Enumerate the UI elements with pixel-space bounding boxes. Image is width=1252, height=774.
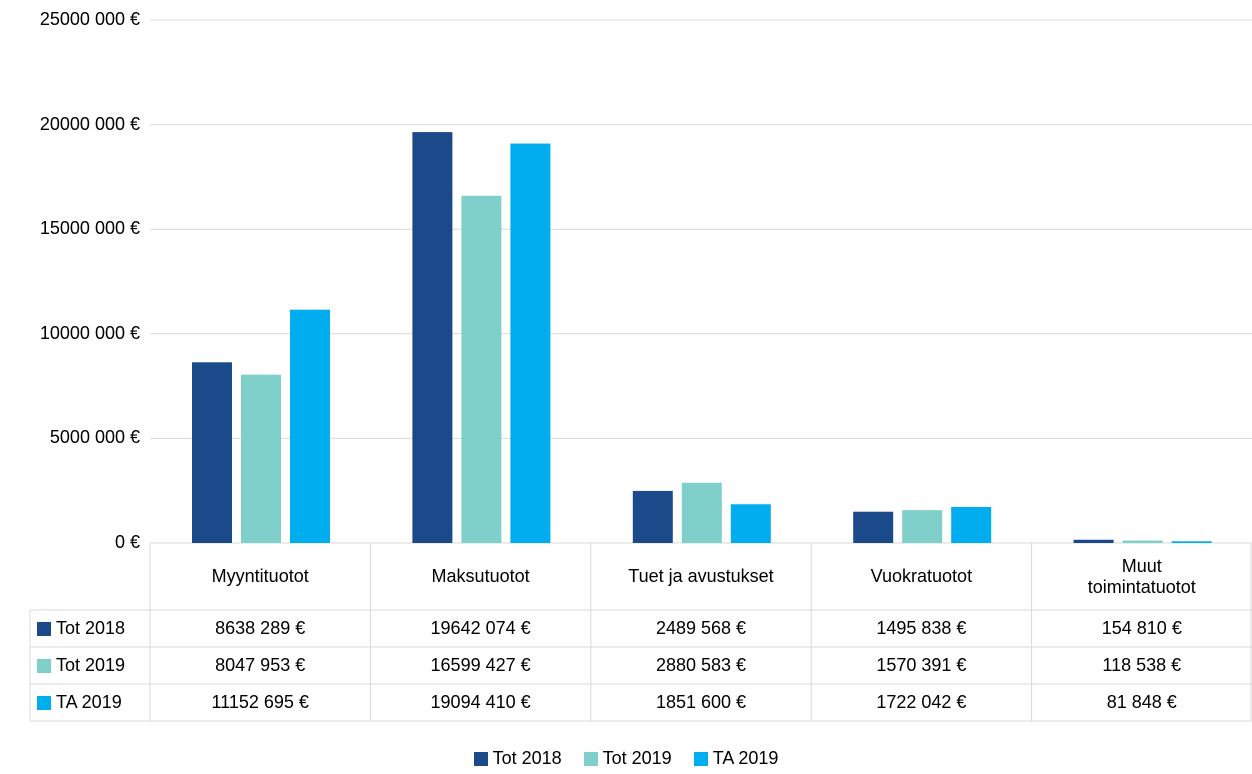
series-name: Tot 2018 <box>56 618 126 638</box>
data-label: 16599 427 € <box>430 655 531 675</box>
legend-label: Tot 2019 <box>602 748 672 768</box>
bar <box>192 362 232 543</box>
legend-label: TA 2019 <box>712 748 779 768</box>
bar <box>902 510 943 543</box>
bar <box>290 309 330 543</box>
legend-swatch <box>37 621 51 636</box>
bar <box>1171 541 1212 543</box>
bar <box>1122 540 1163 543</box>
legend-item: Tot 2018 <box>473 748 562 769</box>
data-label: 11152 695 € <box>211 692 309 712</box>
data-label: 154 810 € <box>1101 618 1182 638</box>
category-label: Myyntituotot <box>211 566 309 586</box>
legend-label: Tot 2018 <box>492 748 562 768</box>
series-name: TA 2019 <box>56 692 122 712</box>
y-tick-label: 0 € <box>114 532 140 552</box>
data-label: 19094 410 € <box>430 692 531 712</box>
table-row-header: Tot 2018 <box>37 610 125 647</box>
legend-swatch <box>37 658 51 673</box>
legend-swatch <box>583 751 598 766</box>
bar <box>681 482 722 543</box>
category-label: Muut toimintatuotot <box>1087 555 1196 597</box>
bar <box>951 506 992 543</box>
data-label: 118 538 € <box>1102 655 1182 675</box>
y-tick-label: 10000 000 € <box>39 322 140 343</box>
bar <box>853 511 894 543</box>
category-label: Maksutuotot <box>431 566 530 586</box>
legend-swatch <box>693 751 708 766</box>
bar <box>412 132 453 543</box>
data-label: 2489 568 € <box>655 618 747 638</box>
data-label: 1495 838 € <box>876 618 967 638</box>
legend-swatch <box>37 695 51 710</box>
legend-item: Tot 2019 <box>583 748 672 769</box>
y-tick-label: 20000 000 € <box>39 113 140 134</box>
data-label: 19642 074 € <box>430 618 531 638</box>
legend: Tot 2018 Tot 2019 TA 2019 <box>0 748 1252 769</box>
data-label: 8638 289 € <box>215 618 306 638</box>
category-label: Tuet ja avustukset <box>628 566 774 586</box>
bar <box>632 490 673 543</box>
category-label: Vuokratuotot <box>870 566 973 586</box>
bar <box>510 143 551 544</box>
bar <box>730 504 771 543</box>
data-label: 8047 953 € <box>215 655 306 675</box>
bar <box>241 374 281 543</box>
series-name: Tot 2019 <box>56 655 126 675</box>
data-label: 1570 391 € <box>876 655 967 675</box>
data-label: 1851 600 € <box>655 692 747 712</box>
y-tick-label: 5000 000 € <box>49 427 140 448</box>
data-label: 81 848 € <box>1106 692 1177 712</box>
data-label: 1722 042 € <box>876 692 967 712</box>
y-tick-label: 25000 000 € <box>39 9 140 29</box>
legend-item: TA 2019 <box>693 748 779 769</box>
legend-swatch <box>473 751 488 766</box>
bar <box>1073 539 1114 543</box>
table-row-header: TA 2019 <box>37 684 122 721</box>
y-tick-label: 15000 000 € <box>39 218 140 239</box>
data-label: 2880 583 € <box>655 655 747 675</box>
table-row-header: Tot 2019 <box>37 647 125 684</box>
bar <box>461 195 502 543</box>
